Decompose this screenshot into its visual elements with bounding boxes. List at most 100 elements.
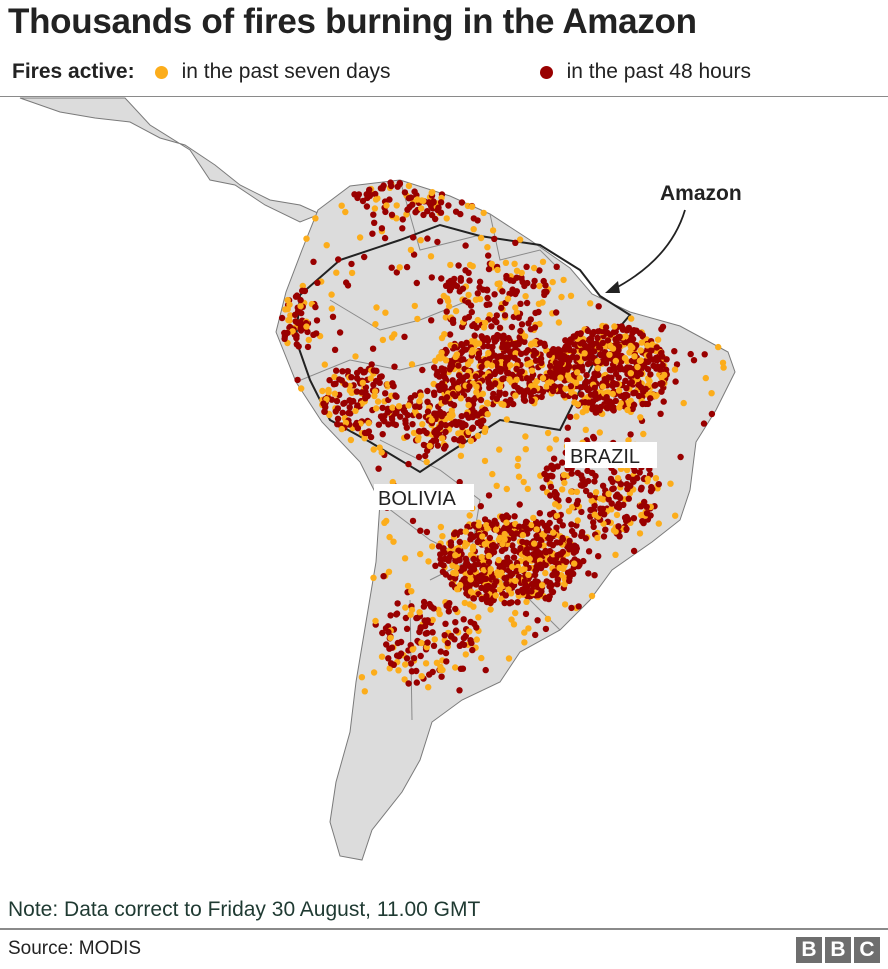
fire-dot [560, 557, 567, 564]
fire-dot [511, 354, 518, 362]
fire-dot [652, 475, 660, 482]
fire-dot [539, 582, 546, 589]
fire-dot [613, 511, 621, 519]
fire-dot [485, 492, 493, 499]
fire-dot [509, 563, 516, 570]
fire-dot [577, 384, 584, 391]
fire-dot [547, 362, 554, 370]
fire-dot [583, 372, 590, 379]
fire-dot [547, 556, 554, 563]
fire-dot [491, 352, 498, 359]
fire-dot [459, 665, 467, 672]
fire-dot [463, 372, 471, 380]
fire-dot [402, 417, 409, 424]
fire-dot [292, 318, 299, 325]
fire-dot [430, 199, 437, 206]
fire-dot [465, 291, 472, 299]
fire-dot [452, 664, 459, 671]
fire-dot [441, 549, 448, 557]
fire-dot [361, 253, 368, 261]
fire-dot [571, 399, 578, 406]
fire-dot [597, 352, 605, 359]
fire-dot [468, 349, 475, 356]
fire-dot [522, 610, 530, 618]
fire-dot [457, 452, 465, 459]
fire-dot [614, 475, 622, 482]
fire-dot [329, 313, 337, 320]
fire-dot [657, 410, 664, 417]
fire-dot [501, 530, 508, 538]
fire-dot [432, 437, 440, 444]
data-note: Note: Data correct to Friday 30 August, … [8, 898, 481, 921]
fire-dot [374, 398, 382, 405]
fire-dot [393, 269, 400, 276]
fire-dot [638, 339, 645, 346]
fire-dot [585, 570, 592, 577]
fire-dot [609, 405, 616, 413]
fire-dot [354, 402, 361, 409]
fire-dot [505, 369, 512, 377]
fire-dot [646, 377, 653, 385]
fire-dot [536, 282, 543, 290]
fire-dot [442, 620, 449, 627]
fire-dot [719, 359, 727, 366]
fire-dot [590, 329, 597, 337]
fire-dot [591, 478, 598, 485]
fire-dot [542, 569, 549, 577]
fire-dot [447, 261, 454, 269]
fire-dot [399, 216, 406, 223]
fire-dot [299, 282, 306, 290]
fire-dot [458, 199, 466, 206]
fire-dot [426, 442, 433, 450]
fire-dot [543, 476, 550, 483]
fire-dot [524, 485, 531, 493]
fire-dot [647, 371, 654, 378]
fire-dot [281, 335, 288, 342]
fire-dot [429, 668, 436, 676]
fire-dot [396, 180, 404, 187]
fire-dot [586, 492, 594, 499]
fire-dot [348, 269, 356, 277]
fire-dot [511, 260, 518, 267]
fire-dot [523, 263, 530, 270]
fire-dot [647, 488, 655, 495]
fire-dot [392, 392, 399, 399]
fire-dot [561, 601, 569, 608]
fire-dot [396, 264, 403, 271]
fire-dot [539, 374, 547, 382]
fire-dot [298, 385, 305, 392]
fire-dot [578, 508, 585, 516]
fire-dot [456, 687, 463, 694]
fire-dot [630, 401, 638, 409]
fire-dot [528, 580, 536, 588]
fire-dot [526, 360, 533, 367]
fire-dot [478, 333, 485, 340]
fire-dot [450, 530, 458, 538]
fire-dot [362, 395, 369, 402]
fire-dot [541, 470, 548, 478]
fire-dot [553, 570, 560, 577]
fire-dot [517, 350, 525, 357]
fire-dot [419, 421, 426, 428]
fire-dot [474, 290, 481, 297]
fire-dot [429, 616, 436, 624]
fire-dot [416, 397, 423, 405]
fire-dot [567, 568, 574, 575]
fire-dot [294, 308, 302, 315]
fire-dot [487, 566, 494, 573]
fire-dot [424, 387, 431, 395]
fire-dot [441, 331, 448, 338]
fire-dot [355, 191, 363, 198]
fire-dot [551, 488, 559, 496]
fire-dot [478, 408, 486, 415]
fire-dot [369, 230, 376, 237]
fire-dot [403, 625, 411, 632]
amazon-annotation: Amazon [605, 182, 742, 293]
fire-dot [470, 215, 477, 222]
fire-dot [597, 495, 604, 502]
fire-dot [438, 354, 445, 361]
fire-dot [561, 581, 568, 588]
fire-dot [549, 278, 556, 286]
fire-dot [386, 533, 393, 541]
fire-dot [397, 413, 404, 420]
